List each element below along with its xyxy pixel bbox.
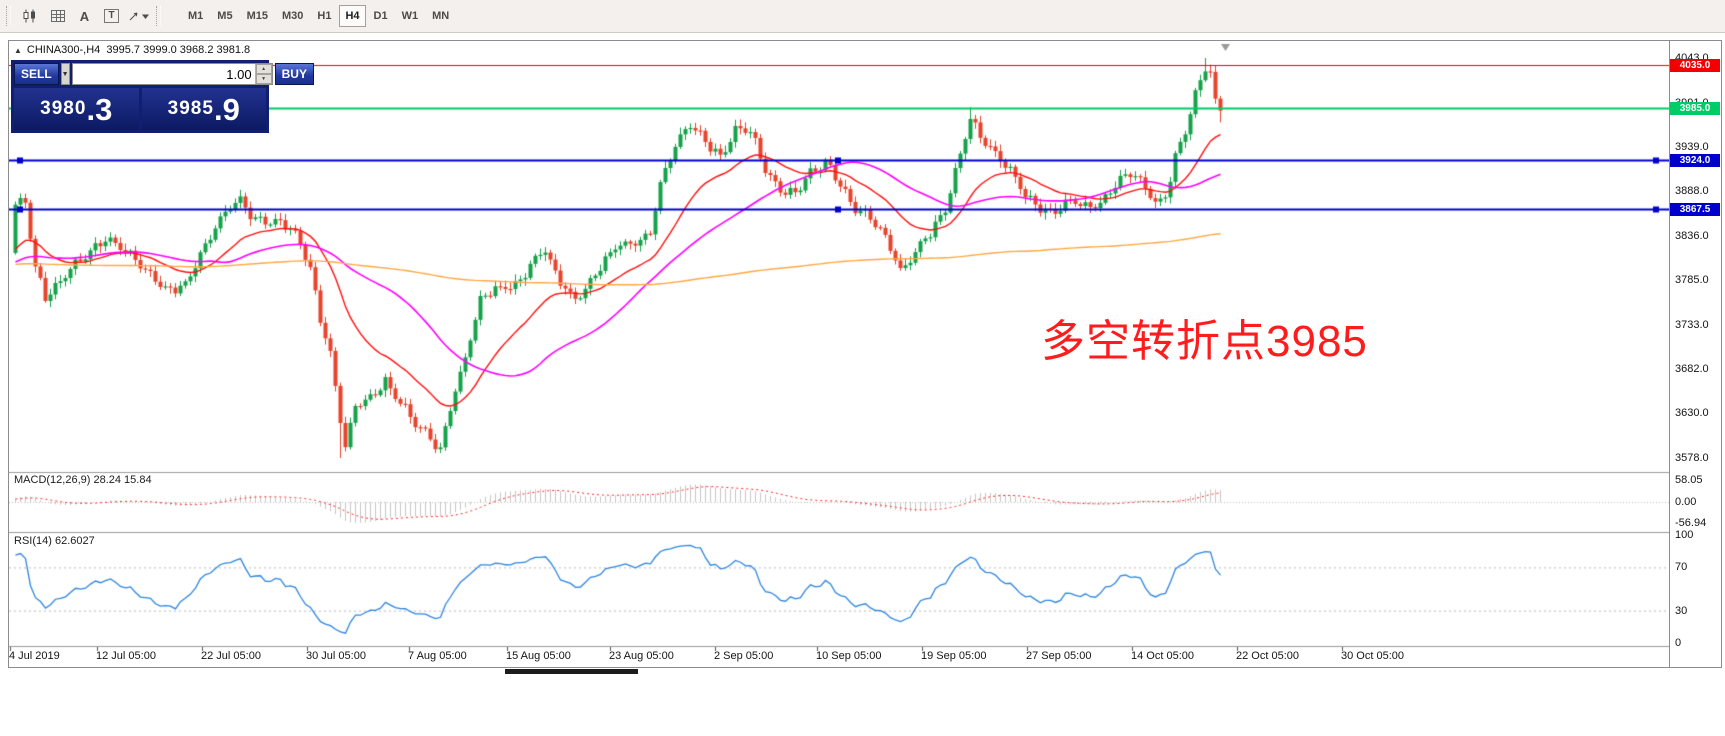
toolbar-grip[interactable] [6, 6, 11, 26]
timeframe-button-W1[interactable]: W1 [401, 10, 419, 22]
axis-tick-label: 3578.0 [1675, 452, 1709, 464]
time-axis-label: 7 Aug 05:00 [408, 650, 467, 662]
axis-tick-label: 3939.0 [1675, 141, 1709, 154]
axis-tick-label: 3630.0 [1675, 407, 1709, 420]
time-axis-label: 22 Oct 05:00 [1236, 650, 1299, 662]
grid-icon[interactable] [44, 4, 71, 28]
buy-price-dec: .9 [213, 91, 240, 127]
chart-annotation-text[interactable]: 多空转折点3985 [1041, 317, 1368, 366]
time-axis-label: 10 Sep 05:00 [816, 650, 882, 662]
time-axis-label: 27 Sep 05:00 [1026, 650, 1092, 662]
time-axis-label: 30 Oct 05:00 [1341, 650, 1404, 662]
buy-price-panel[interactable]: 3985 .9 [141, 88, 266, 130]
chart-type-icon[interactable] [17, 4, 44, 28]
objects-dropdown-icon[interactable] [125, 4, 152, 28]
axis-tick-label: 3888.0 [1675, 185, 1709, 198]
price-level-badge: 3985.0 [1670, 102, 1720, 115]
axis-tick-label: 30 [1675, 604, 1688, 617]
volume-input[interactable] [72, 65, 255, 83]
sell-price-int: 3980 [40, 98, 87, 119]
buy-button[interactable]: BUY [274, 63, 314, 85]
price-level-badge: 3924.0 [1670, 154, 1720, 167]
volume-dropdown-icon[interactable]: ▼ [60, 63, 70, 85]
symbol-ohlc-text: CHINA300-,H4 3995.7 3999.0 3968.2 3981.8 [26, 44, 251, 56]
axis-tick-label: 3733.0 [1675, 318, 1709, 331]
time-axis-label: 14 Oct 05:00 [1131, 650, 1194, 662]
macd-label: MACD(12,26,9) 28.24 15.84 [14, 474, 152, 486]
axis-tick-label: 3836.0 [1675, 230, 1709, 243]
text-label-icon[interactable]: A [79, 8, 90, 24]
sell-price-panel[interactable]: 3980 .3 [14, 88, 139, 130]
time-axis-label: 4 Jul 2019 [9, 650, 60, 662]
axis-tick-label: 3682.0 [1675, 362, 1709, 375]
axis-tick-label: 100 [1675, 529, 1694, 541]
sell-price-dec: .3 [86, 91, 113, 127]
horizontal-scrollbar-handle[interactable] [505, 669, 638, 674]
axis-tick-label: 3785.0 [1675, 273, 1709, 286]
one-click-trading-panel: SELL ▼ ▲ ▼ BUY 3980 .3 3985 .9 [11, 60, 314, 133]
timeframe-button-M5[interactable]: M5 [217, 10, 233, 22]
rsi-label: RSI(14) 62.6027 [14, 535, 95, 547]
symbol-info: ▲ CHINA300-,H4 3995.7 3999.0 3968.2 3981… [14, 44, 250, 56]
price-level-badge: 3867.5 [1670, 203, 1720, 216]
time-axis-label: 15 Aug 05:00 [506, 650, 571, 662]
text-box-icon[interactable]: T [98, 4, 125, 28]
time-axis-label: 22 Jul 05:00 [201, 650, 261, 662]
buy-price-int: 3985 [167, 98, 214, 119]
time-axis: 4 Jul 2019 12 Jul 05:00 22 Jul 05:00 30 Jul… [9, 650, 1669, 666]
toolbar-grip-2[interactable] [156, 6, 161, 26]
axis-tick-label: 58.05 [1675, 474, 1703, 487]
timeframe-button-M30[interactable]: M30 [281, 10, 304, 22]
timeframe-button-MN[interactable]: MN [432, 10, 450, 22]
volume-increase-icon[interactable]: ▲ [255, 64, 272, 74]
time-axis-label: 19 Sep 05:00 [921, 650, 987, 662]
axis-tick-label: 0 [1675, 637, 1682, 649]
timeframe-button-D1[interactable]: D1 [373, 10, 388, 22]
timeframe-button-H1[interactable]: H1 [317, 10, 332, 22]
axis-tick-label: 0.00 [1675, 496, 1697, 508]
price-level-badge: 4035.0 [1670, 59, 1720, 72]
axis-tick-label: -56.94 [1675, 517, 1707, 530]
time-axis-label: 30 Jul 05:00 [306, 650, 366, 662]
timeframe-button-M1[interactable]: M1 [188, 10, 204, 22]
volume-field: ▲ ▼ [71, 63, 273, 85]
axis-tick-label: 70 [1675, 561, 1688, 574]
timeframe-button-M15[interactable]: M15 [246, 10, 268, 22]
timeframe-toolbar: M1 M5 M15 M30 H1 H4 D1 W1 MN [181, 5, 456, 27]
sell-button[interactable]: SELL [14, 63, 59, 85]
time-axis-label: 2 Sep 05:00 [714, 650, 774, 662]
timeframe-button-H4[interactable]: H4 [339, 5, 366, 27]
volume-spinners: ▲ ▼ [254, 64, 272, 84]
one-click-toggle-icon[interactable]: ▲ [14, 45, 22, 55]
price-axis: 4043.03991.03939.03888.03836.03785.03733… [1669, 41, 1721, 667]
chart-window: 4043.03991.03939.03888.03836.03785.03733… [8, 40, 1722, 668]
volume-decrease-icon[interactable]: ▼ [255, 74, 272, 84]
chart-canvas[interactable] [9, 41, 1669, 667]
time-axis-label: 23 Aug 05:00 [609, 650, 674, 662]
time-axis-label: 12 Jul 05:00 [96, 650, 156, 662]
